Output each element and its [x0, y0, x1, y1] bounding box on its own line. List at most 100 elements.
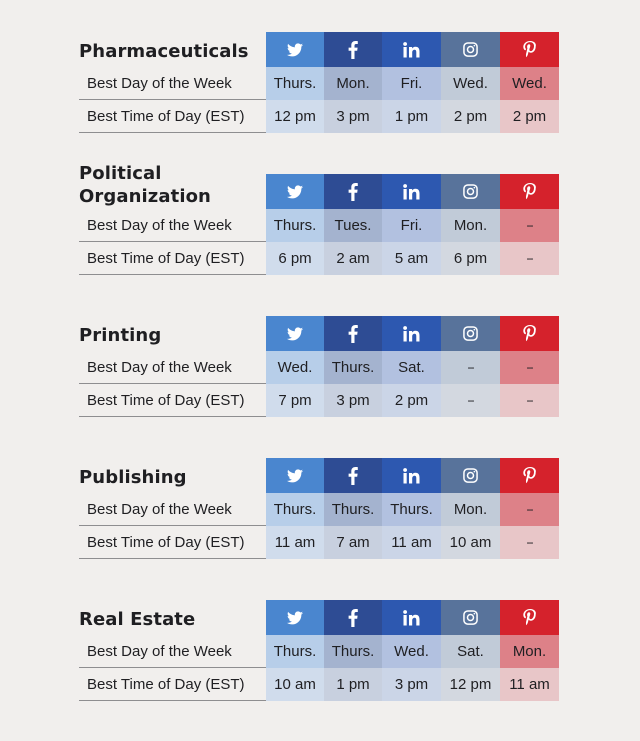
network-header-facebook — [324, 458, 382, 493]
industry-section: Political Organization Best Day of the We… — [0, 163, 640, 278]
facebook-icon — [348, 40, 358, 59]
best-time-cell: 1 pm — [324, 668, 382, 701]
industry-title: Political Organization — [79, 163, 211, 207]
best-day-cell: Wed. — [500, 67, 559, 100]
network-header-instagram — [441, 600, 500, 635]
network-header-pinterest — [500, 600, 559, 635]
best-day-cell: Tues. — [324, 209, 382, 242]
instagram-icon — [463, 42, 478, 57]
linkedin-icon — [402, 183, 421, 200]
network-header-instagram — [441, 458, 500, 493]
network-header-facebook — [324, 316, 382, 351]
best-time-cell: 2 pm — [382, 384, 441, 417]
facebook-icon — [348, 182, 358, 201]
best-time-cell: 6 pm — [266, 242, 324, 275]
linkedin-icon — [402, 325, 421, 342]
network-header-twitter — [266, 316, 324, 351]
best-day-cell: -- — [500, 351, 559, 384]
best-time-cell: 5 am — [382, 242, 441, 275]
network-header-twitter — [266, 174, 324, 209]
network-header-facebook — [324, 32, 382, 67]
best-time-cell: 3 pm — [324, 100, 382, 133]
linkedin-icon — [402, 467, 421, 484]
network-header-twitter — [266, 600, 324, 635]
best-day-cell: Wed. — [382, 635, 441, 668]
twitter-icon — [287, 468, 303, 483]
best-time-label: Best Time of Day (EST) — [79, 384, 266, 417]
best-time-cell: 7 pm — [266, 384, 324, 417]
industry-section: Pharmaceuticals Best Day of the Week Best … — [0, 32, 640, 136]
network-header-pinterest — [500, 32, 559, 67]
network-header-twitter — [266, 32, 324, 67]
linkedin-icon — [402, 41, 421, 58]
best-time-cell: -- — [500, 242, 559, 275]
best-time-cell: 11 am — [500, 668, 559, 701]
industry-title: Pharmaceuticals — [79, 41, 249, 62]
network-header-facebook — [324, 600, 382, 635]
best-day-cell: -- — [500, 209, 559, 242]
best-time-label: Best Time of Day (EST) — [79, 242, 266, 275]
best-day-cell: Fri. — [382, 67, 441, 100]
twitter-icon — [287, 42, 303, 57]
best-day-label: Best Day of the Week — [79, 209, 266, 242]
network-header-instagram — [441, 316, 500, 351]
best-day-cell: Mon. — [441, 209, 500, 242]
best-day-cell: Thurs. — [324, 635, 382, 668]
best-time-label: Best Time of Day (EST) — [79, 526, 266, 559]
best-day-cell: Mon. — [500, 635, 559, 668]
best-day-cell: Thurs. — [266, 493, 324, 526]
best-time-cell: 3 pm — [382, 668, 441, 701]
best-day-cell: Wed. — [441, 67, 500, 100]
best-time-cell: -- — [500, 526, 559, 559]
best-day-cell: Thurs. — [266, 209, 324, 242]
best-day-label: Best Day of the Week — [79, 67, 266, 100]
twitter-icon — [287, 184, 303, 199]
industry-section: Publishing Best Day of the Week Best Time … — [0, 458, 640, 562]
best-day-cell: Thurs. — [266, 635, 324, 668]
best-day-cell: Sat. — [382, 351, 441, 384]
best-day-cell: -- — [500, 493, 559, 526]
industry-title: Printing — [79, 325, 162, 346]
twitter-icon — [287, 610, 303, 625]
network-header-pinterest — [500, 316, 559, 351]
best-day-label: Best Day of the Week — [79, 493, 266, 526]
pinterest-icon — [522, 183, 537, 200]
best-time-cell: -- — [500, 384, 559, 417]
best-day-cell: -- — [441, 351, 500, 384]
best-day-label: Best Day of the Week — [79, 635, 266, 668]
best-day-label: Best Day of the Week — [79, 351, 266, 384]
best-time-cell: 3 pm — [324, 384, 382, 417]
facebook-icon — [348, 324, 358, 343]
best-time-cell: 2 pm — [500, 100, 559, 133]
linkedin-icon — [402, 609, 421, 626]
twitter-icon — [287, 326, 303, 341]
best-time-cell: 7 am — [324, 526, 382, 559]
best-day-cell: Mon. — [324, 67, 382, 100]
industry-title: Publishing — [79, 467, 187, 488]
best-day-cell: Wed. — [266, 351, 324, 384]
best-day-cell: Thurs. — [382, 493, 441, 526]
industry-section: Real Estate Best Day of the Week Best Time… — [0, 600, 640, 704]
best-day-cell: Mon. — [441, 493, 500, 526]
network-header-twitter — [266, 458, 324, 493]
best-time-cell: -- — [441, 384, 500, 417]
network-header-instagram — [441, 174, 500, 209]
best-time-cell: 10 am — [441, 526, 500, 559]
pinterest-icon — [522, 325, 537, 342]
instagram-icon — [463, 468, 478, 483]
best-time-cell: 2 pm — [441, 100, 500, 133]
network-header-linkedin — [382, 316, 441, 351]
network-header-pinterest — [500, 174, 559, 209]
best-time-cell: 2 am — [324, 242, 382, 275]
best-time-label: Best Time of Day (EST) — [79, 100, 266, 133]
network-header-linkedin — [382, 32, 441, 67]
industry-title: Real Estate — [79, 609, 196, 630]
pinterest-icon — [522, 609, 537, 626]
best-day-cell: Thurs. — [324, 493, 382, 526]
facebook-icon — [348, 608, 358, 627]
pinterest-icon — [522, 467, 537, 484]
network-header-instagram — [441, 32, 500, 67]
network-header-linkedin — [382, 174, 441, 209]
best-time-cell: 11 am — [382, 526, 441, 559]
best-time-cell: 10 am — [266, 668, 324, 701]
